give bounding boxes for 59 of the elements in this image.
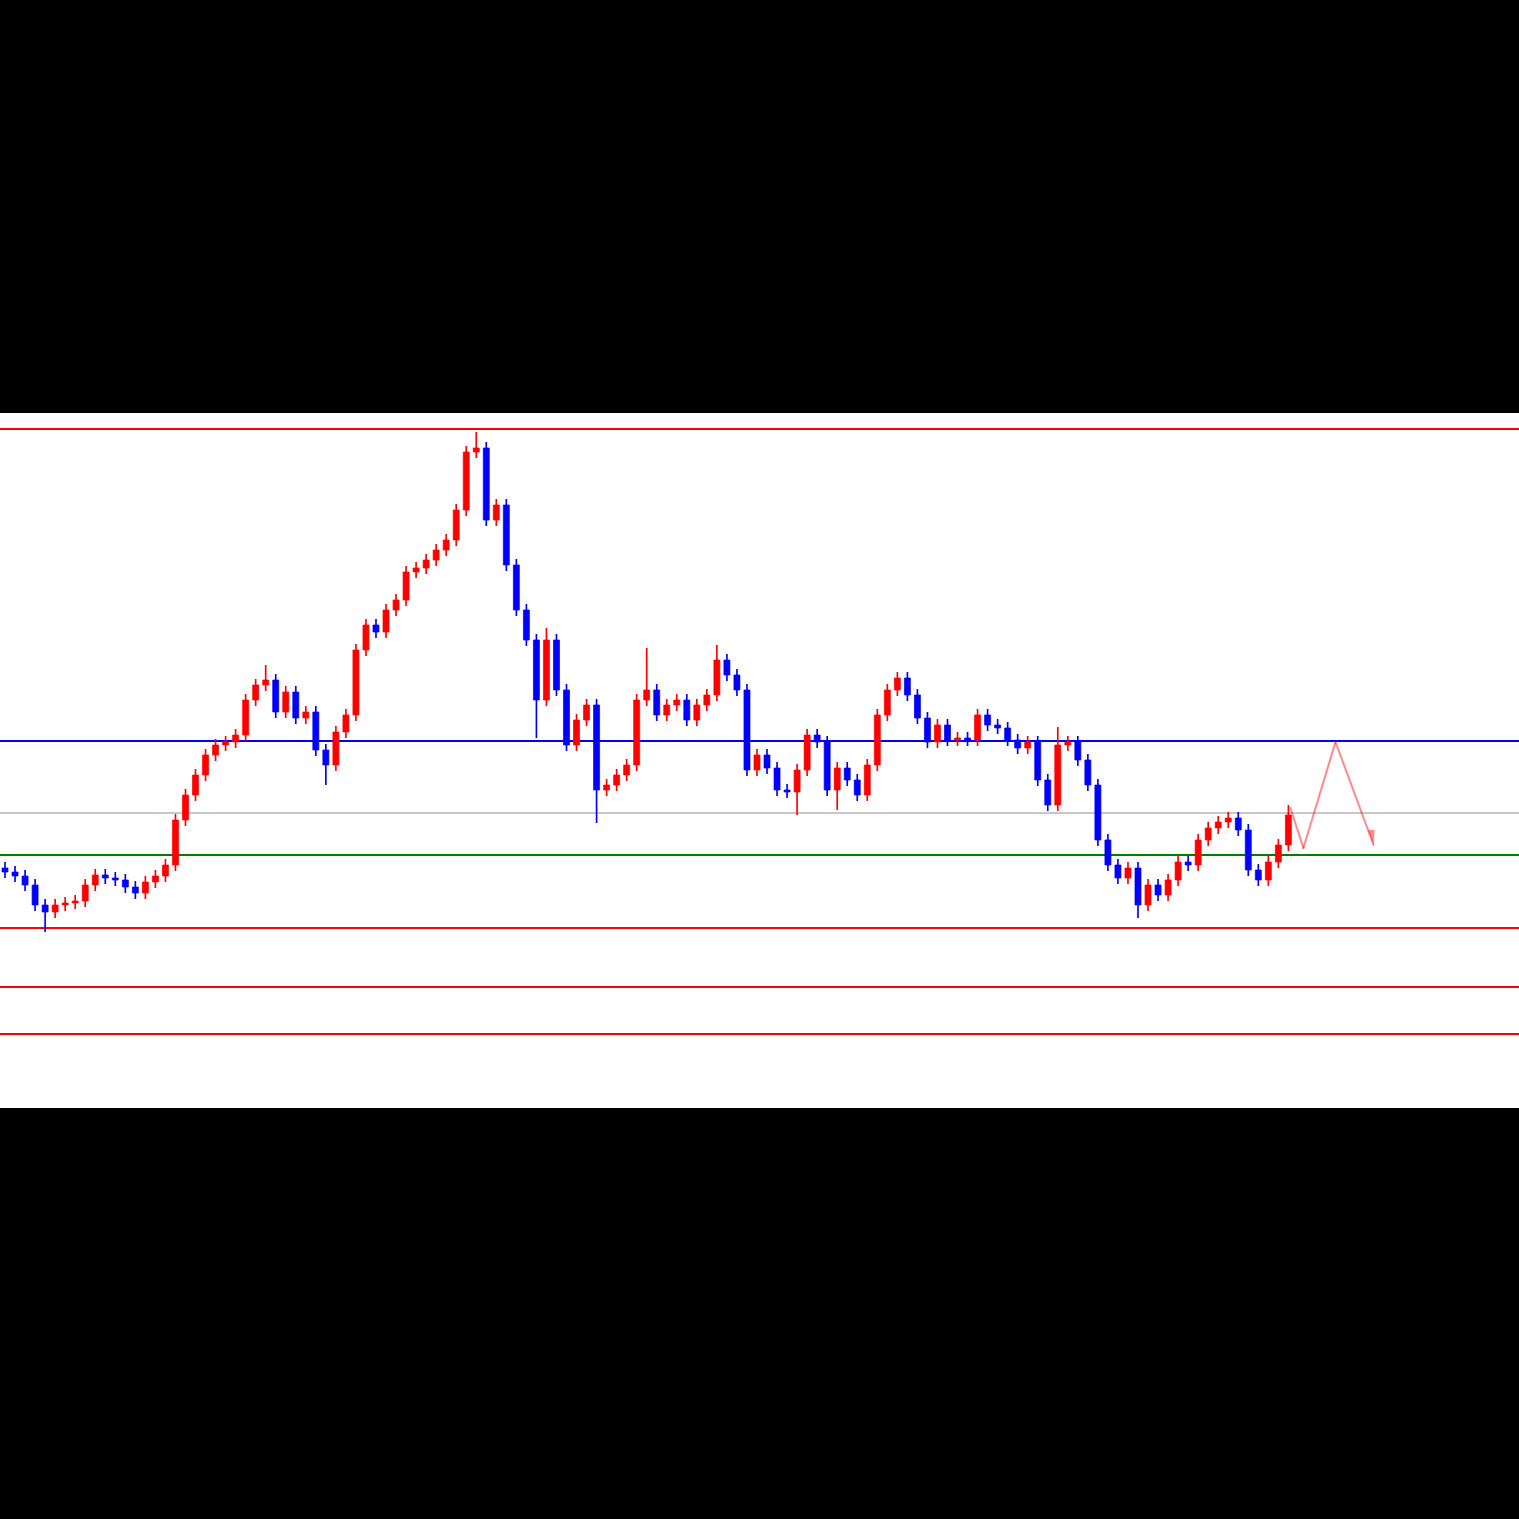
candlestick (342, 708, 350, 739)
candlestick (1144, 878, 1152, 912)
candlestick (192, 768, 199, 802)
candlestick (472, 431, 480, 459)
candlestick (753, 748, 761, 777)
candlestick (1154, 878, 1162, 902)
candlestick (643, 647, 651, 707)
candlestick (142, 875, 149, 900)
candlestick (1234, 811, 1242, 837)
candlestick (894, 671, 901, 697)
candlestick (934, 718, 941, 749)
candlestick (372, 618, 380, 639)
candlestick (31, 878, 39, 912)
candlestick (843, 761, 851, 787)
candlestick (613, 768, 620, 792)
candlestick (733, 668, 741, 697)
candlestick (322, 743, 330, 786)
candlestick (683, 693, 691, 727)
candlestick (984, 708, 991, 732)
candlestick (904, 671, 911, 702)
candlestick (1124, 861, 1132, 885)
candlestick (1114, 858, 1122, 885)
candlestick (232, 728, 239, 749)
candlestick (763, 748, 771, 775)
candlestick (793, 763, 801, 816)
candlestick (41, 898, 49, 933)
candlestick (833, 761, 841, 811)
candlestick (442, 533, 450, 557)
candlestick (583, 698, 590, 727)
candlestick (914, 688, 921, 725)
candlestick (392, 593, 400, 617)
candlestick (1275, 838, 1282, 869)
candlestick (1204, 821, 1212, 847)
candlestick (663, 698, 671, 722)
candlestick (212, 738, 219, 762)
candlestick (91, 868, 99, 892)
candlestick (723, 653, 731, 682)
candlestick (121, 873, 129, 894)
candlestick (623, 758, 631, 782)
candlestick (1164, 873, 1172, 902)
candlestick (1174, 855, 1182, 887)
candlestick (492, 498, 500, 527)
candlestick (282, 685, 290, 719)
candlestick (853, 773, 861, 802)
candlestick (773, 761, 781, 797)
candlestick (422, 553, 430, 575)
candlestick (1264, 855, 1272, 887)
candlestick (432, 543, 440, 567)
candlestick (1254, 863, 1262, 887)
candlestick (21, 869, 29, 892)
candlestick (382, 603, 390, 639)
candlestick (252, 678, 260, 707)
candlestick (162, 858, 169, 883)
candlestick (81, 878, 89, 908)
candlestick (703, 688, 711, 712)
candlestick (693, 698, 701, 727)
candlestick (262, 664, 270, 692)
candlestick (202, 748, 209, 782)
candlestick (51, 898, 59, 919)
